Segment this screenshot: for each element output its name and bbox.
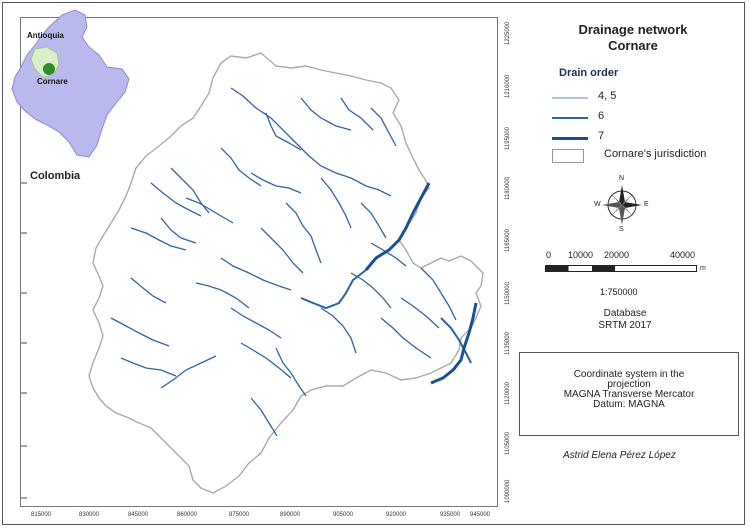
main-map bbox=[20, 17, 498, 507]
cornare-marker bbox=[43, 63, 55, 75]
river-order-7 bbox=[364, 182, 478, 385]
compass-rose-icon bbox=[602, 185, 642, 225]
compass-w: W bbox=[594, 201, 601, 208]
y-tick: 1090000 bbox=[505, 479, 511, 503]
y-tick: 1135000 bbox=[505, 332, 511, 355]
legend-label: 6 bbox=[598, 110, 605, 122]
compass-n: N bbox=[619, 175, 625, 182]
drainage-map-svg bbox=[21, 52, 484, 499]
title-line-2: Cornare bbox=[608, 38, 658, 53]
compass-s: S bbox=[619, 226, 624, 233]
x-tick: 905000 bbox=[333, 512, 354, 518]
legend-line-icon bbox=[552, 117, 588, 119]
scale-label-0: 0 bbox=[546, 250, 552, 260]
scale-unit: m bbox=[700, 265, 706, 272]
rivers-order-6 bbox=[300, 269, 472, 364]
colombia-outline bbox=[11, 9, 130, 158]
scale-bar bbox=[545, 265, 697, 272]
x-tick: 815000 bbox=[31, 512, 52, 518]
x-tick: 935000 bbox=[440, 512, 461, 518]
legend-line-icon bbox=[552, 97, 588, 99]
map-title: Drainage network Cornare bbox=[548, 22, 718, 54]
x-tick: 890000 bbox=[280, 512, 301, 518]
y-tick: 1105000 bbox=[505, 432, 511, 455]
legend-label: 7 bbox=[598, 130, 605, 142]
coord-line-4: Datum: MAGNA bbox=[593, 399, 665, 410]
north-arrow-icon: N S W E bbox=[594, 175, 650, 233]
x-tick: 920000 bbox=[386, 512, 407, 518]
antioquia-label: Antioquia bbox=[27, 31, 64, 40]
coordinate-system-box: Coordinate system in the projection MAGN… bbox=[519, 352, 739, 436]
scale-label-20000: 20000 bbox=[604, 250, 630, 260]
rivers-order-4-5 bbox=[110, 87, 457, 437]
y-tick: 1120000 bbox=[505, 382, 511, 405]
database-info: Database SRTM 2017 bbox=[590, 308, 660, 332]
x-tick: 945000 bbox=[470, 512, 491, 518]
coordinate-system-text: Coordinate system in the projection MAGN… bbox=[520, 370, 738, 410]
y-tick: 1150000 bbox=[505, 282, 511, 305]
cornare-boundary bbox=[88, 52, 484, 494]
x-tick: 860000 bbox=[177, 512, 198, 518]
y-tick: 1195000 bbox=[505, 127, 511, 150]
scale-label-40000: 40000 bbox=[670, 250, 696, 260]
inset-map: Antioquia Cornare bbox=[7, 7, 137, 162]
y-tick: 1225000 bbox=[505, 21, 511, 45]
database-line-2: SRTM 2017 bbox=[598, 320, 652, 331]
author-credit: Astrid Elena Pérez López bbox=[563, 450, 676, 461]
y-tick: 1210000 bbox=[505, 74, 511, 98]
cornare-inset-label: Cornare bbox=[37, 77, 68, 86]
colombia-label: Colombia bbox=[30, 170, 81, 182]
legend-line-icon bbox=[552, 137, 588, 140]
x-tick: 830000 bbox=[79, 512, 100, 518]
scale-label-10000: 10000 bbox=[568, 250, 594, 260]
colombia-shape bbox=[11, 9, 130, 158]
database-line-1: Database bbox=[603, 308, 647, 319]
compass-e: E bbox=[644, 201, 649, 208]
y-tick: 1165000 bbox=[505, 229, 511, 252]
x-tick: 845000 bbox=[128, 512, 149, 518]
x-tick: 875000 bbox=[229, 512, 250, 518]
jurisdiction-swatch bbox=[552, 149, 584, 163]
legend-label: Cornare's jurisdiction bbox=[604, 148, 707, 160]
coord-line-2: projection bbox=[607, 379, 651, 390]
legend-label: 4, 5 bbox=[598, 90, 617, 102]
title-line-1: Drainage network bbox=[578, 22, 688, 37]
left-ticks bbox=[21, 182, 27, 499]
coord-line-1: Coordinate system in the bbox=[573, 369, 685, 380]
coord-line-3: MAGNA Transverse Mercator bbox=[563, 389, 695, 400]
y-tick: 1180000 bbox=[505, 177, 511, 200]
scale-ratio: 1:750000 bbox=[600, 287, 638, 297]
legend-title: Drain order bbox=[559, 67, 619, 79]
